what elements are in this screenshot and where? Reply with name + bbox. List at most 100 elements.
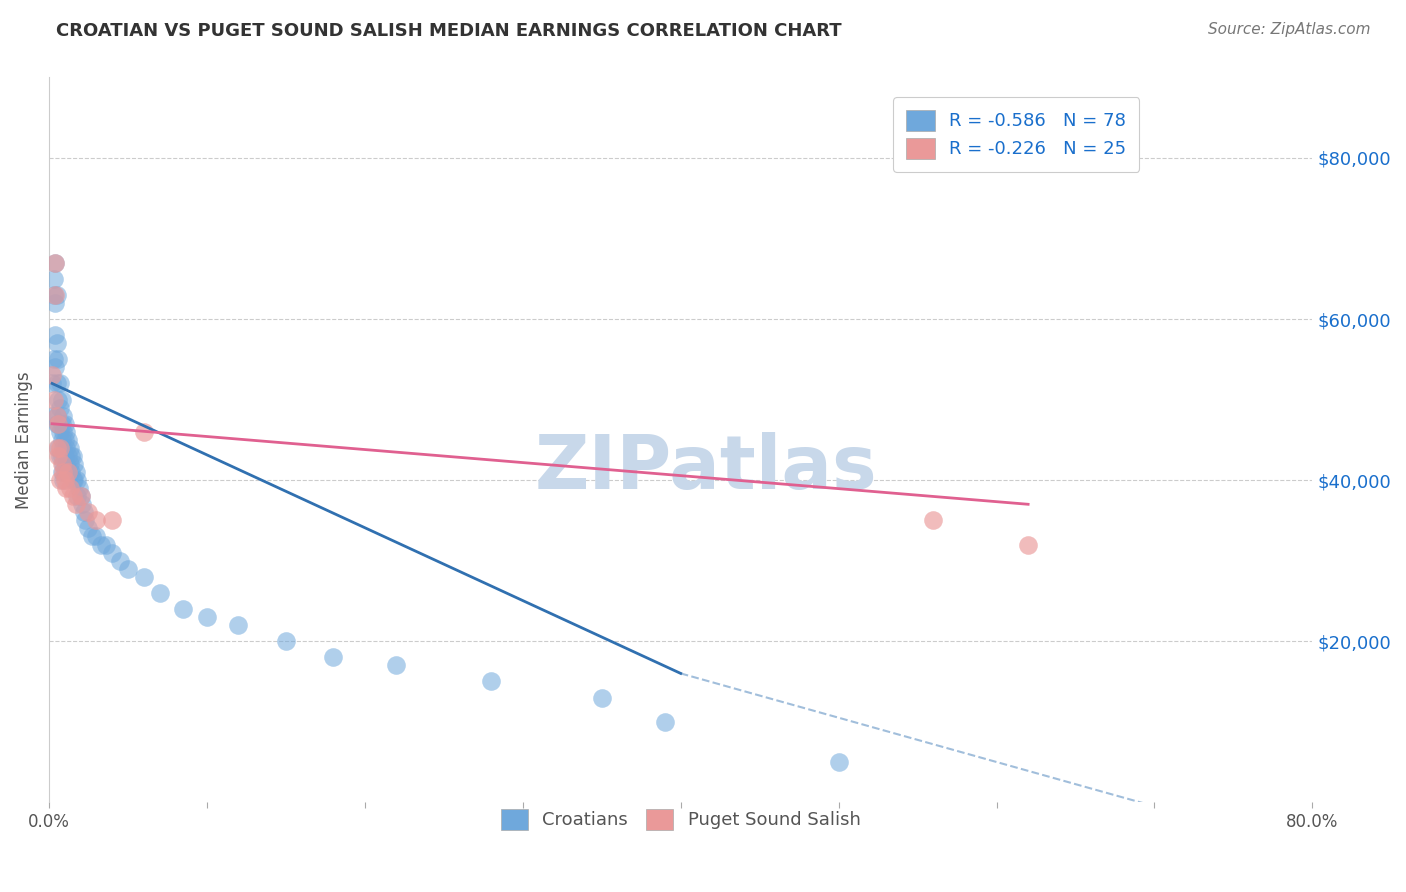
Point xyxy=(53,417,76,431)
Point xyxy=(45,288,67,302)
Point xyxy=(101,513,124,527)
Point xyxy=(90,537,112,551)
Point xyxy=(51,433,73,447)
Point xyxy=(65,497,87,511)
Point xyxy=(44,296,66,310)
Point xyxy=(479,674,502,689)
Point xyxy=(66,473,89,487)
Point xyxy=(45,441,67,455)
Point xyxy=(63,457,86,471)
Point xyxy=(48,392,70,407)
Point xyxy=(49,473,72,487)
Point xyxy=(70,497,93,511)
Point xyxy=(77,505,100,519)
Point xyxy=(45,409,67,423)
Point xyxy=(58,481,80,495)
Point xyxy=(55,481,77,495)
Point xyxy=(53,433,76,447)
Point xyxy=(77,521,100,535)
Point xyxy=(44,328,66,343)
Point xyxy=(56,433,79,447)
Point xyxy=(67,481,90,495)
Point xyxy=(49,449,72,463)
Point xyxy=(45,336,67,351)
Point xyxy=(44,360,66,375)
Point xyxy=(195,610,218,624)
Point xyxy=(45,417,67,431)
Point xyxy=(63,473,86,487)
Point xyxy=(62,449,84,463)
Point xyxy=(172,602,194,616)
Point xyxy=(108,554,131,568)
Point xyxy=(45,409,67,423)
Point xyxy=(53,473,76,487)
Point xyxy=(44,288,66,302)
Point xyxy=(132,425,155,439)
Point xyxy=(51,392,73,407)
Point xyxy=(56,465,79,479)
Point xyxy=(51,457,73,471)
Point xyxy=(56,465,79,479)
Point xyxy=(827,755,849,769)
Point xyxy=(51,417,73,431)
Point xyxy=(322,650,344,665)
Point xyxy=(56,449,79,463)
Point xyxy=(49,401,72,415)
Point xyxy=(591,690,613,705)
Point xyxy=(51,449,73,463)
Point xyxy=(75,513,97,527)
Point xyxy=(51,465,73,479)
Point xyxy=(53,449,76,463)
Text: Source: ZipAtlas.com: Source: ZipAtlas.com xyxy=(1208,22,1371,37)
Point xyxy=(94,537,117,551)
Text: ZIPatlas: ZIPatlas xyxy=(534,433,877,506)
Point xyxy=(385,658,408,673)
Point xyxy=(48,441,70,455)
Point xyxy=(44,255,66,269)
Point xyxy=(86,529,108,543)
Point xyxy=(48,417,70,431)
Point xyxy=(69,489,91,503)
Point xyxy=(53,465,76,479)
Point xyxy=(62,489,84,503)
Point xyxy=(52,457,75,471)
Point xyxy=(42,288,65,302)
Point xyxy=(48,352,70,367)
Text: CROATIAN VS PUGET SOUND SALISH MEDIAN EARNINGS CORRELATION CHART: CROATIAN VS PUGET SOUND SALISH MEDIAN EA… xyxy=(56,22,842,40)
Point xyxy=(44,255,66,269)
Point xyxy=(41,368,63,383)
Point xyxy=(117,562,139,576)
Point xyxy=(45,376,67,391)
Point xyxy=(1017,537,1039,551)
Point xyxy=(62,473,84,487)
Legend: Croatians, Puget Sound Salish: Croatians, Puget Sound Salish xyxy=(486,794,875,844)
Point xyxy=(52,409,75,423)
Point xyxy=(55,425,77,439)
Point xyxy=(86,513,108,527)
Point xyxy=(60,449,83,463)
Point xyxy=(73,505,96,519)
Point xyxy=(42,392,65,407)
Point xyxy=(52,465,75,479)
Point xyxy=(80,529,103,543)
Point xyxy=(42,352,65,367)
Point xyxy=(66,489,89,503)
Point xyxy=(58,441,80,455)
Point xyxy=(922,513,945,527)
Point xyxy=(101,546,124,560)
Point xyxy=(65,465,87,479)
Point xyxy=(42,272,65,286)
Point xyxy=(52,473,75,487)
Point xyxy=(52,425,75,439)
Point xyxy=(58,457,80,471)
Point xyxy=(148,586,170,600)
Point xyxy=(49,376,72,391)
Point xyxy=(48,417,70,431)
Point xyxy=(48,449,70,463)
Point xyxy=(52,441,75,455)
Point xyxy=(41,376,63,391)
Y-axis label: Median Earnings: Median Earnings xyxy=(15,371,32,508)
Point xyxy=(49,425,72,439)
Point xyxy=(654,714,676,729)
Point xyxy=(49,441,72,455)
